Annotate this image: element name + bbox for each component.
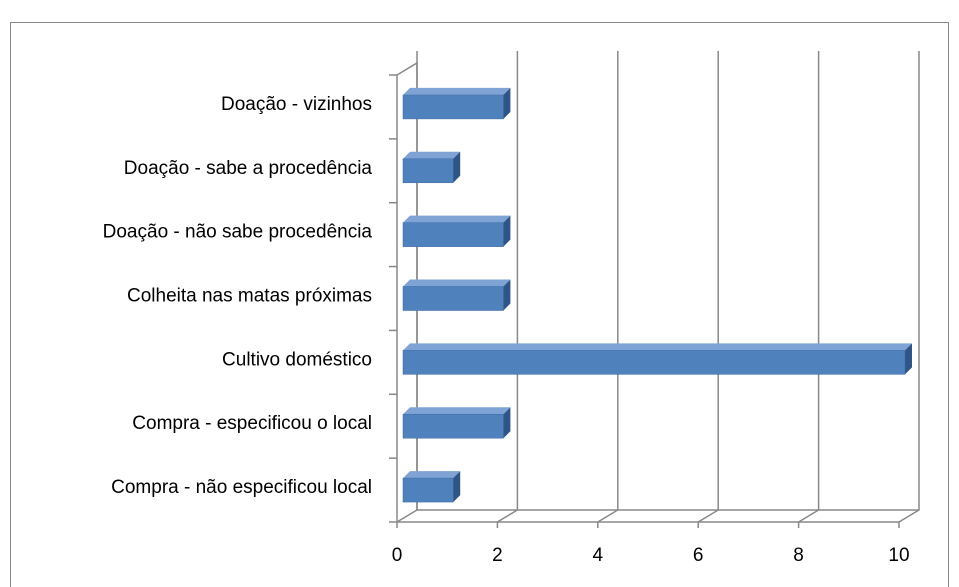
bar-front bbox=[402, 413, 504, 439]
bar-front bbox=[402, 350, 906, 375]
bar-side bbox=[503, 215, 511, 247]
y-tick-label: Doação - não sabe procedência bbox=[103, 222, 373, 243]
grid-line bbox=[798, 51, 820, 523]
x-tick-label: 4 bbox=[593, 545, 604, 566]
grid-line bbox=[898, 51, 920, 523]
x-tick-label: 8 bbox=[793, 545, 804, 566]
bar-top bbox=[403, 279, 511, 287]
y-tick-label: Colheita nas matas próximas bbox=[127, 286, 372, 307]
bar-top bbox=[403, 151, 461, 159]
bar-front bbox=[402, 477, 454, 503]
y-tick-label: Doação - sabe a procedência bbox=[124, 158, 373, 179]
bar-side bbox=[503, 279, 511, 311]
bar-top bbox=[403, 471, 461, 479]
bar bbox=[402, 151, 461, 184]
bar bbox=[402, 471, 461, 503]
bar-side bbox=[503, 87, 511, 119]
bar-front bbox=[402, 94, 504, 120]
bar-side bbox=[453, 471, 461, 503]
bar-top bbox=[403, 407, 511, 415]
bar bbox=[402, 407, 511, 439]
bar-top bbox=[403, 343, 912, 351]
bar-side bbox=[905, 343, 912, 375]
grid-line bbox=[597, 51, 619, 523]
grid-line bbox=[396, 51, 418, 523]
y-tick-label: Cultivo doméstico bbox=[222, 349, 372, 370]
bar bbox=[402, 343, 912, 375]
x-tick-label: 2 bbox=[492, 545, 503, 566]
bar-front bbox=[402, 222, 504, 247]
x-tick-label: 10 bbox=[888, 545, 909, 566]
bar-side bbox=[503, 407, 511, 439]
x-tick-label: 6 bbox=[693, 545, 704, 566]
bar-front bbox=[402, 158, 454, 184]
grid-line bbox=[697, 51, 719, 523]
y-tick-label: Compra - não especificou local bbox=[111, 477, 372, 498]
grid-line bbox=[497, 51, 519, 523]
bar bbox=[402, 87, 511, 120]
bar-front bbox=[402, 286, 504, 311]
y-tick-label: Doação - vizinhos bbox=[221, 94, 372, 115]
y-tick-label: Compra - especificou o local bbox=[132, 413, 372, 434]
x-tick-label: 0 bbox=[392, 545, 403, 566]
bar-side bbox=[453, 151, 461, 183]
bar-top bbox=[403, 87, 511, 95]
bar bbox=[402, 279, 511, 311]
bar-top bbox=[403, 215, 511, 223]
bar bbox=[402, 215, 511, 247]
